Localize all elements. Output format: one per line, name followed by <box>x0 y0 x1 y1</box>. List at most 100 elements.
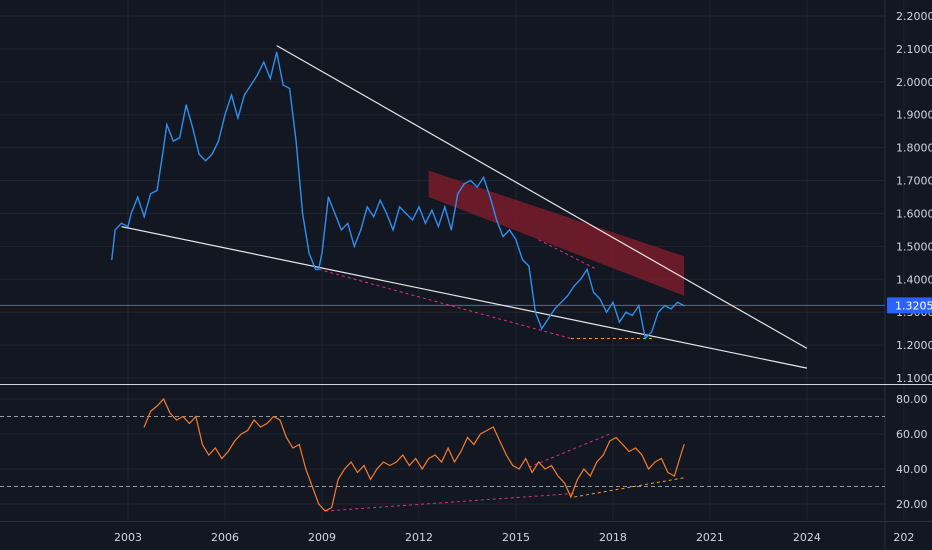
oscillator-point <box>266 423 268 424</box>
price-tick-label: 1.80000 <box>896 142 932 155</box>
oscillator-point <box>421 468 423 470</box>
price-point <box>379 199 381 201</box>
oscillator-point <box>318 503 320 505</box>
price-point <box>166 124 168 126</box>
price-point <box>373 216 375 218</box>
price-point <box>366 206 368 208</box>
oscillator-point <box>331 507 333 508</box>
oscillator-point <box>175 419 177 421</box>
oscillator-point <box>195 416 197 417</box>
oscillator-point <box>673 475 675 477</box>
oscillator-point <box>570 496 572 498</box>
time-tick-label: 2009 <box>308 531 336 544</box>
time-tick-label: 2021 <box>696 531 724 544</box>
oscillator-point <box>169 412 171 414</box>
price-point <box>515 239 517 241</box>
price-point <box>162 147 165 149</box>
price-point <box>612 301 614 303</box>
price-point <box>580 278 582 280</box>
oscillator-point <box>583 468 585 470</box>
time-tick-label: 2015 <box>502 531 530 544</box>
oscillator-point <box>188 423 190 424</box>
oscillator-point <box>253 419 255 421</box>
price-point <box>282 84 284 86</box>
price-point <box>111 258 113 261</box>
price-point <box>431 209 433 211</box>
oscillator-point <box>272 416 274 417</box>
price-point <box>489 196 491 198</box>
price-point <box>360 229 362 231</box>
price-point <box>631 314 633 317</box>
oscillator-point <box>292 447 294 449</box>
oscillator-point <box>376 468 378 470</box>
price-point <box>502 235 504 238</box>
price-point <box>289 87 291 89</box>
price-point <box>308 252 310 254</box>
price-point <box>318 268 320 270</box>
price-point <box>243 94 245 96</box>
price-divergence-upper <box>538 239 598 270</box>
oscillator-point <box>660 458 662 459</box>
price-tick-label: 1.90000 <box>896 109 932 122</box>
price-tick-label: 1.50000 <box>896 240 932 253</box>
price-point <box>340 229 342 231</box>
oscillator-point <box>415 458 417 459</box>
price-point <box>521 258 524 261</box>
oscillator-point <box>557 475 559 477</box>
oscillator-point <box>538 461 540 463</box>
price-point <box>664 305 666 307</box>
oscillator-point <box>648 468 650 470</box>
oscillator-point <box>240 433 242 435</box>
osc-tick-label: 80.00 <box>896 393 928 406</box>
price-point <box>677 301 679 303</box>
oscillator-point <box>382 461 384 463</box>
oscillator-point <box>260 426 262 428</box>
oscillator-point <box>683 444 685 445</box>
oscillator-point <box>285 437 287 438</box>
price-point <box>143 216 145 218</box>
oscillator-point <box>402 454 404 456</box>
price-point <box>263 61 265 63</box>
trendline-1 <box>121 226 808 369</box>
oscillator-point <box>473 444 475 445</box>
price-point <box>670 308 672 310</box>
oscillator-point <box>369 479 371 480</box>
price-point <box>198 153 200 155</box>
oscillator-point <box>563 482 565 484</box>
oscillator-point <box>434 454 436 456</box>
price-point <box>276 51 278 53</box>
oscillator-point <box>576 479 578 480</box>
price-point <box>534 311 536 313</box>
osc-divergence-2 <box>574 477 685 498</box>
price-point <box>528 265 530 267</box>
price-point <box>644 337 646 340</box>
price-point <box>657 311 659 313</box>
price-point <box>444 206 446 208</box>
price-point <box>683 305 685 307</box>
oscillator-point <box>214 447 216 449</box>
oscillator-point <box>525 458 527 459</box>
oscillator-point <box>460 451 462 452</box>
price-point <box>127 226 129 228</box>
oscillator-point <box>512 465 514 466</box>
price-point <box>508 229 511 231</box>
price-point <box>457 193 459 195</box>
time-tick-label: 2024 <box>793 531 821 544</box>
oscillator-point <box>389 465 391 466</box>
price-point <box>211 153 213 155</box>
time-tick-label: 202 <box>893 531 914 544</box>
price-series-line <box>111 52 685 340</box>
price-point <box>567 295 569 297</box>
price-point <box>495 219 498 221</box>
price-point <box>405 212 407 215</box>
oscillator-point <box>311 486 313 487</box>
oscillator-point <box>408 465 410 466</box>
oscillator-point <box>395 461 397 463</box>
oscillator-point <box>428 458 430 459</box>
price-point <box>334 212 336 215</box>
price-point <box>114 229 116 231</box>
price-point <box>172 140 174 142</box>
oscillator-point <box>615 437 617 438</box>
time-tick-label: 2006 <box>211 531 239 544</box>
